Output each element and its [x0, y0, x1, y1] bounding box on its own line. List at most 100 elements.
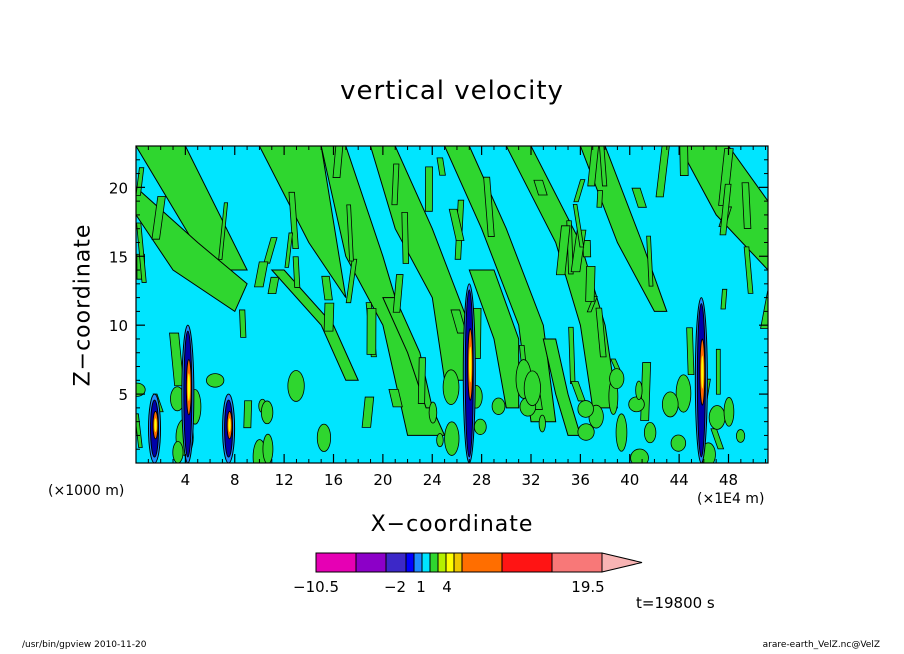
positive-streak [424, 166, 433, 212]
positive-streak [715, 348, 721, 395]
positive-cell [491, 397, 506, 415]
positive-cell [630, 448, 649, 463]
positive-streak [321, 275, 333, 301]
colorbar-box [413, 552, 423, 573]
positive-streak [760, 290, 768, 329]
positive-streak [254, 261, 269, 288]
positive-streak [555, 225, 571, 276]
positive-cell [436, 433, 444, 448]
x-tick-label: 16 [324, 471, 343, 489]
updraft-peak-core [154, 418, 157, 432]
positive-streak [450, 309, 467, 334]
positive-streak [631, 187, 647, 208]
positive-region [136, 146, 248, 271]
positive-streak [169, 332, 185, 387]
positive-streak [741, 182, 752, 229]
positive-streak [646, 235, 654, 287]
x-tick-label: 4 [181, 471, 191, 489]
positive-region [136, 186, 248, 313]
positive-streak [392, 274, 404, 313]
colorbar-box [453, 552, 463, 573]
updraft-peak-core [701, 355, 704, 389]
updraft-column [148, 393, 162, 463]
plot-area [136, 146, 768, 463]
x-unit-label-left: (×1000 m) [48, 483, 125, 499]
positive-cell [523, 370, 541, 407]
positive-streak [587, 146, 599, 187]
y-tick-label: 10 [109, 317, 128, 335]
colorbar-box [445, 552, 455, 573]
positive-cell [577, 423, 595, 441]
positive-cell [262, 433, 274, 463]
positive-streak [596, 190, 603, 208]
positive-region [542, 338, 582, 436]
positive-cell [577, 400, 594, 418]
positive-streak [361, 396, 375, 428]
positive-cell [609, 368, 625, 390]
chart-title: vertical velocity [340, 76, 564, 106]
x-axis-label: X−coordinate [370, 512, 534, 537]
positive-cell [675, 374, 692, 413]
footer-left: /usr/bin/gpview 2010-11-20 [22, 640, 147, 650]
updraft-column [694, 297, 708, 463]
positive-streak [239, 309, 247, 338]
positive-cell [615, 413, 628, 452]
positive-region [579, 146, 668, 312]
plot-frame [135, 145, 769, 464]
x-tick-label: 12 [275, 471, 294, 489]
positive-cell [316, 423, 332, 452]
positive-streak [573, 179, 586, 203]
positive-cell [136, 382, 146, 397]
positive-streak [686, 327, 695, 376]
colorbar-box [405, 552, 415, 573]
positive-streak [720, 288, 728, 310]
positive-streak [417, 357, 426, 404]
colorbar-box [421, 552, 431, 573]
positive-streak [448, 208, 465, 241]
time-label: t=19800 s [636, 594, 715, 612]
positive-cell [442, 369, 460, 405]
positive-cell [428, 401, 438, 424]
positive-streak [243, 400, 253, 429]
positive-streak [288, 191, 299, 250]
positive-streak [719, 183, 732, 236]
colorbar-box [315, 552, 357, 573]
y-tick-label: 5 [118, 386, 128, 404]
updraft-column [462, 283, 476, 463]
x-tick-label: 40 [620, 471, 639, 489]
y-tick-label: 20 [109, 179, 128, 197]
positive-cell [538, 414, 546, 433]
positive-cell [643, 421, 657, 444]
positive-streak [436, 157, 446, 176]
positive-cell [735, 429, 746, 443]
positive-streak [401, 211, 410, 264]
positive-streak [679, 146, 689, 176]
colorbar-tick-label: 19.5 [571, 578, 604, 596]
updraft-column [181, 324, 195, 463]
positive-streak [599, 146, 608, 187]
positive-cell [444, 421, 460, 456]
colorbar-box [385, 552, 407, 573]
colorbar-tick-label: 4 [442, 578, 452, 596]
x-tick-label: 32 [521, 471, 540, 489]
x-tick-label: 24 [423, 471, 442, 489]
updraft-peak-core [187, 373, 191, 401]
positive-streak [345, 258, 358, 304]
positive-streak [284, 232, 294, 268]
positive-cell [206, 373, 225, 388]
positive-streak [483, 176, 495, 237]
x-tick-label: 8 [230, 471, 240, 489]
colorbar-box [429, 552, 439, 573]
positive-streak [391, 163, 400, 206]
x-tick-label: 28 [472, 471, 491, 489]
x-unit-label-right: (×1E4 m) [697, 491, 765, 507]
positive-cell [628, 396, 645, 413]
colorbar-tick-label: −2 [384, 578, 406, 596]
positive-cell [260, 400, 274, 425]
footer-right: arare-earth_VelZ.nc@VelZ [762, 640, 880, 650]
positive-streak [585, 265, 596, 302]
positive-region [444, 146, 557, 423]
colorbar-box [461, 552, 503, 573]
updraft-column [222, 393, 236, 463]
